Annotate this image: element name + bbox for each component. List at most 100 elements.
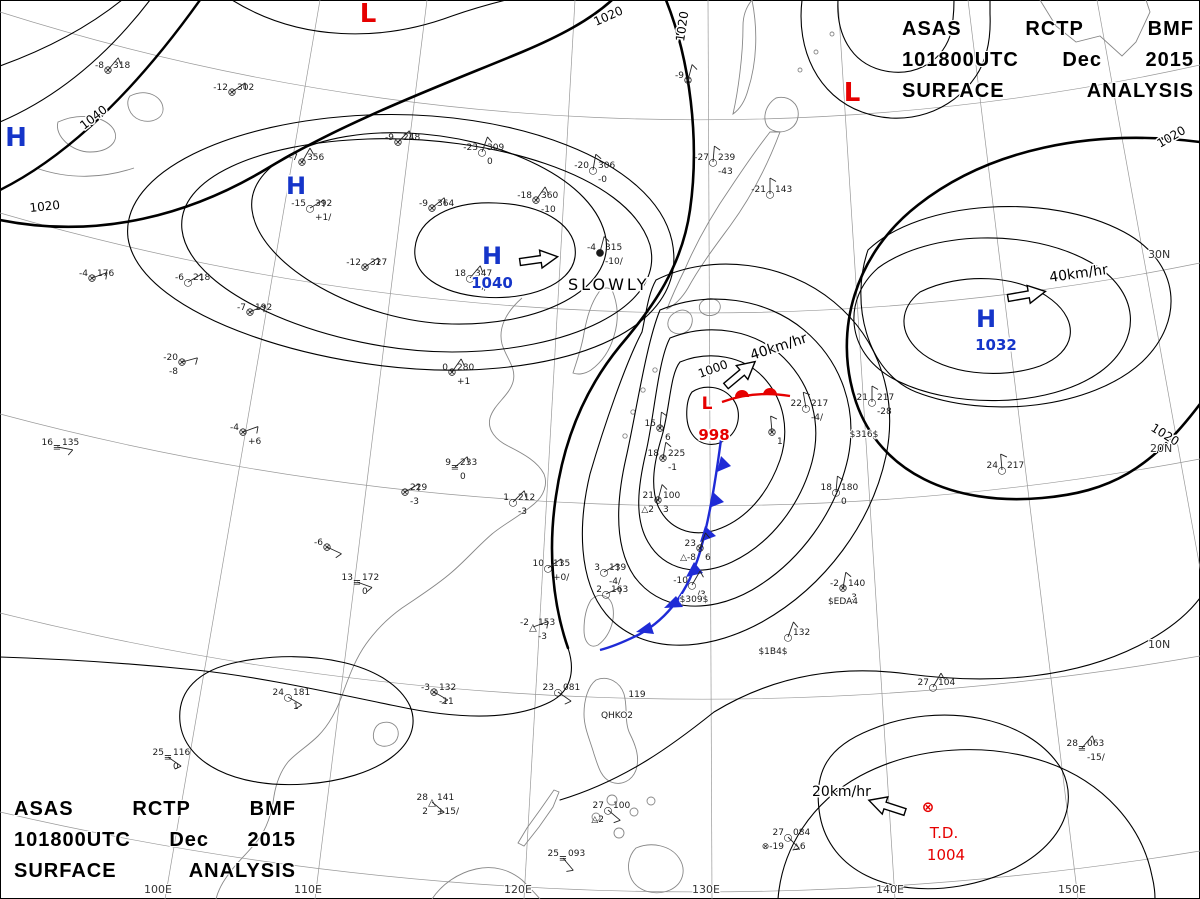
arrow-shape — [722, 360, 757, 390]
coastline-korea — [572, 287, 618, 375]
coastline-honshu — [666, 131, 781, 310]
station-plot: ⊗21 100 △2 3 — [641, 484, 680, 515]
cold-front-triangle — [700, 526, 716, 542]
station-pressure: 360 — [541, 191, 558, 201]
station-tendency: +1/ — [315, 213, 332, 223]
station-plot: ⊗-9 364 — [419, 197, 454, 215]
station-weather: 2 — [422, 807, 428, 817]
isobar-high-oval — [181, 138, 653, 353]
station-temp: -6 — [314, 538, 323, 548]
station-pressure: 302 — [237, 83, 254, 93]
wind-barb-tick — [195, 357, 198, 365]
wind-barb — [592, 154, 597, 171]
station-temp: 28 — [417, 793, 429, 803]
coastline-borneo — [431, 867, 541, 899]
station-plot: ○3 139 -4/ — [594, 563, 626, 587]
station-temp: -27 — [694, 153, 709, 163]
isobar-1020-bold — [0, 0, 614, 229]
pressure-center: H 1040 — [470, 241, 515, 294]
title-word: BMF — [1147, 18, 1194, 40]
wind-barb — [326, 546, 342, 555]
wind-barb — [454, 456, 468, 468]
station-pressure: 093 — [568, 849, 585, 859]
wind-barb — [356, 581, 373, 588]
station-temp: 25 — [153, 748, 164, 758]
low-center-symbol: L — [844, 78, 861, 108]
station-plot: ○27 104 — [918, 672, 955, 694]
station-temp: -9 — [385, 133, 394, 143]
station-pressure: 347 — [475, 269, 492, 279]
high-center-symbol: H — [5, 123, 27, 153]
station-pressure: 315 — [605, 243, 622, 253]
station-symbol: ⊗ — [322, 541, 331, 554]
coastline — [35, 167, 135, 177]
station-tendency: -11 — [439, 697, 454, 707]
station-plot: ≡25 116 0 — [153, 748, 191, 772]
station-symbol: ○ — [544, 564, 553, 575]
wind-barb — [687, 64, 693, 81]
station-temp: 23 — [543, 683, 554, 693]
wind-barb — [562, 857, 574, 871]
wind-barb-tick — [1091, 735, 1096, 743]
station-symbol: ● — [596, 248, 605, 259]
coastline-island — [652, 367, 658, 373]
station-symbol: △ — [529, 623, 537, 634]
station-pressure: 306 — [598, 161, 615, 171]
wind-barb-tick — [366, 587, 373, 593]
coastline-kyushu — [667, 309, 693, 335]
grid-parallel — [0, 11, 1200, 121]
title-word: RCTP — [1025, 18, 1084, 40]
station-plot: ⊗1 — [767, 415, 783, 447]
title-word: 101800UTC — [14, 829, 131, 851]
station-pressure: 176 — [97, 269, 114, 279]
station-code: $EDA4 — [828, 597, 858, 607]
wind-barb — [431, 197, 445, 209]
station-tendency: -10/ — [605, 257, 624, 267]
wind-barb-tick — [803, 391, 810, 396]
valid-time: 101800UTC Dec 2015 — [902, 45, 1194, 76]
station-tendency: 0 — [362, 587, 368, 597]
td-pressure-value: 1004 — [927, 846, 965, 864]
station-temp: 9 — [445, 458, 451, 468]
wind-barb — [842, 572, 847, 589]
station-plot: $309$ — [679, 594, 710, 606]
station-symbol: ⊗ — [238, 426, 247, 439]
station-temp: 15 — [645, 419, 656, 429]
wind-barb-tick — [466, 456, 469, 464]
station-temp: -20 — [163, 353, 178, 363]
isobar — [179, 656, 414, 786]
tropical-depression: ⊗ T.D. 1004 — [921, 797, 966, 865]
movement-annotation: SLOWLY — [568, 275, 649, 294]
station-symbol: ⊗ — [393, 136, 402, 149]
station-temp: -4 — [230, 423, 239, 433]
isobar — [800, 0, 991, 119]
grid-meridian — [523, 0, 576, 899]
station-symbol: ○ — [509, 498, 518, 509]
movement-annotation: 40km/hr — [1048, 262, 1109, 286]
isobar-label: 1040 — [77, 103, 110, 133]
station-plot: △-2 153 -3 — [520, 618, 555, 642]
arrow-shape — [867, 796, 907, 817]
grid-meridian — [1096, 0, 1200, 571]
wind-barb — [301, 147, 311, 163]
high-center-symbol: H — [286, 172, 306, 200]
isobar-low-oval — [581, 263, 891, 646]
station-plot: $EDA4 — [827, 596, 859, 608]
station-plot: ≡25 093 — [548, 849, 585, 872]
wind-barb-tick — [560, 558, 563, 566]
station-pressure: 217 — [1007, 461, 1024, 471]
station-temp: 2 — [596, 585, 602, 595]
station-plot: ○2 163 — [596, 585, 628, 601]
station-temp: -15 — [291, 199, 306, 209]
station-temp: 25 — [548, 849, 559, 859]
station-temp: 18 — [455, 269, 467, 279]
station-code: QHKO2 — [601, 711, 633, 721]
isobar-td-oval — [777, 749, 1156, 899]
station-plot: ⊗23 △-8 6 — [680, 532, 711, 563]
pressure-center: L — [842, 77, 862, 110]
station-plot: ⊗-3 132 -11 — [421, 683, 456, 707]
station-temp: -7 — [237, 303, 246, 313]
wind-barb — [547, 558, 562, 569]
movement-arrow — [867, 796, 907, 817]
